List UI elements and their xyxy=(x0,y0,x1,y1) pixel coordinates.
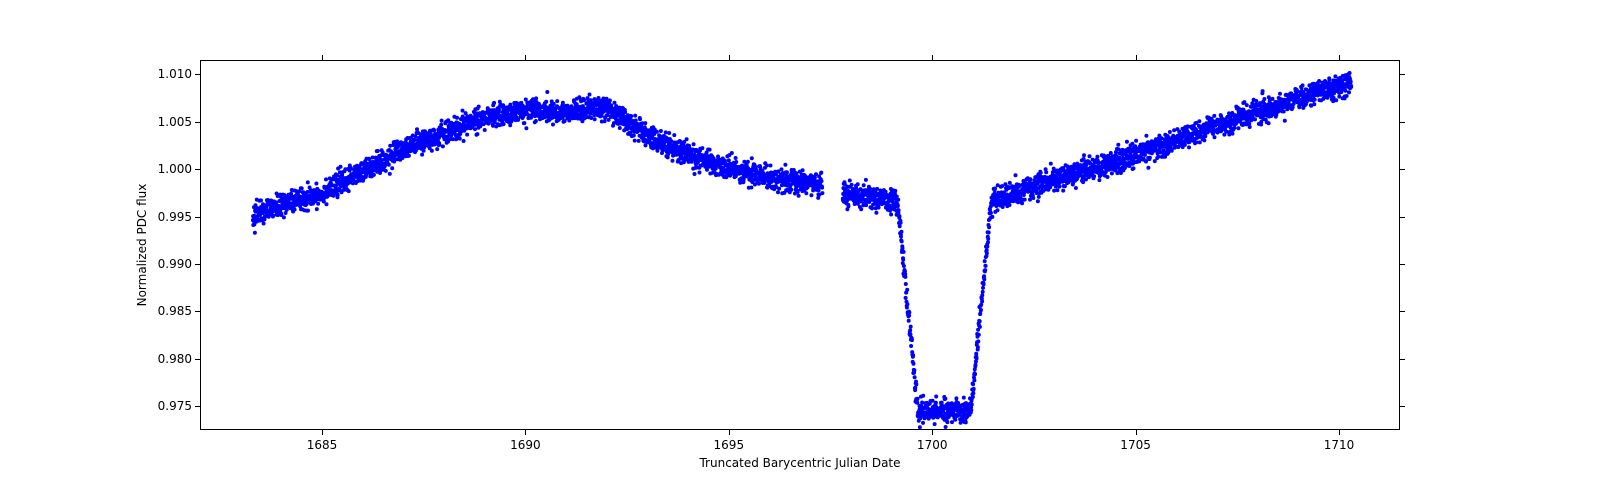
y-tick-mark xyxy=(195,122,200,123)
x-tick-mark xyxy=(322,55,323,60)
y-tick-mark xyxy=(195,74,200,75)
y-tick-mark xyxy=(1400,122,1405,123)
x-tick-mark xyxy=(1136,55,1137,60)
x-tick-mark xyxy=(322,430,323,435)
y-tick-label: 0.995 xyxy=(158,210,192,224)
y-tick-mark xyxy=(195,311,200,312)
x-tick-label: 1690 xyxy=(510,438,541,452)
x-tick-mark xyxy=(932,55,933,60)
x-tick-label: 1685 xyxy=(307,438,338,452)
y-tick-mark xyxy=(1400,359,1405,360)
x-tick-mark xyxy=(729,430,730,435)
y-tick-label: 1.000 xyxy=(158,162,192,176)
y-tick-label: 1.005 xyxy=(158,115,192,129)
y-tick-label: 0.975 xyxy=(158,399,192,413)
x-tick-mark xyxy=(1136,430,1137,435)
x-tick-label: 1705 xyxy=(1120,438,1151,452)
y-tick-mark xyxy=(195,264,200,265)
y-tick-mark xyxy=(195,217,200,218)
y-tick-mark xyxy=(195,406,200,407)
x-tick-label: 1700 xyxy=(917,438,948,452)
x-tick-label: 1710 xyxy=(1324,438,1355,452)
x-tick-mark xyxy=(729,55,730,60)
y-tick-mark xyxy=(1400,264,1405,265)
y-tick-mark xyxy=(1400,74,1405,75)
y-tick-label: 0.980 xyxy=(158,352,192,366)
x-axis-label: Truncated Barycentric Julian Date xyxy=(699,456,900,470)
y-tick-label: 1.010 xyxy=(158,67,192,81)
y-tick-label: 0.985 xyxy=(158,304,192,318)
y-axis-label: Normalized PDC flux xyxy=(135,184,149,307)
x-tick-mark xyxy=(932,430,933,435)
y-tick-mark xyxy=(1400,169,1405,170)
y-tick-mark xyxy=(195,359,200,360)
y-tick-label: 0.990 xyxy=(158,257,192,271)
x-tick-mark xyxy=(525,55,526,60)
figure: 1685 1690 1695 1700 1705 1710 0.975 0.980 0.985… xyxy=(0,0,1600,500)
y-tick-mark xyxy=(1400,311,1405,312)
y-tick-mark xyxy=(1400,217,1405,218)
x-tick-label: 1695 xyxy=(714,438,745,452)
y-tick-mark xyxy=(195,169,200,170)
x-tick-mark xyxy=(525,430,526,435)
x-tick-mark xyxy=(1339,430,1340,435)
y-tick-mark xyxy=(1400,406,1405,407)
scatter-plot xyxy=(0,0,1600,500)
x-tick-mark xyxy=(1339,55,1340,60)
